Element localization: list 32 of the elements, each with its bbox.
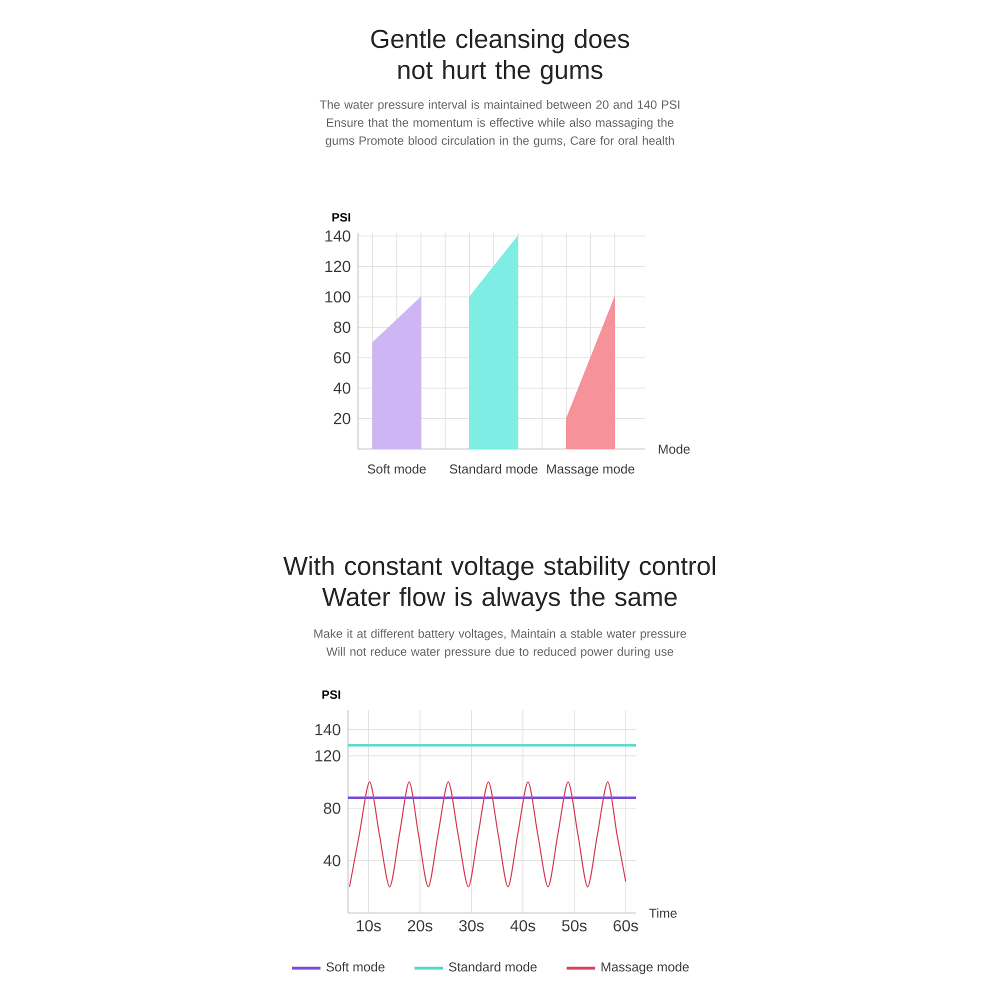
y-axis-title: PSI <box>332 213 350 222</box>
x-tick-label: Soft mode <box>368 464 426 474</box>
legend-label: Soft mode <box>326 962 385 972</box>
y-tick-label: 80 <box>334 322 350 333</box>
x-tick-label: 60s <box>614 920 638 932</box>
y-tick-label: 80 <box>324 802 340 814</box>
chart-title: Gentle cleansing does not hurt the gums <box>371 29 630 84</box>
x-tick-label: 20s <box>408 920 432 932</box>
chart-subtitle: Make it at different battery voltages, Maintain a stable water pressure Will not reduce water pressure due to reduced power during use <box>314 629 686 658</box>
x-tick-label: 40s <box>510 920 536 932</box>
chart-title: With constant voltage stability control Water flow is always the same <box>283 556 715 612</box>
x-tick-label: 30s <box>459 920 484 932</box>
y-tick-label: 140 <box>325 230 350 242</box>
x-tick-label: Standard mode <box>450 464 538 474</box>
legend-label: Standard mode <box>448 962 537 972</box>
x-axis-title: Mode <box>658 444 690 454</box>
y-tick-label: 20 <box>334 412 350 424</box>
x-axis-title: Time <box>649 908 677 918</box>
y-tick-label: 100 <box>325 291 350 303</box>
y-axis-title: PSI <box>322 690 340 699</box>
line-series <box>348 781 626 888</box>
y-tick-label: 40 <box>324 854 340 866</box>
x-tick-label: 50s <box>562 920 587 932</box>
y-tick-label: 40 <box>334 382 350 394</box>
legend-label: Massage mode <box>602 962 689 974</box>
y-tick-label: 140 <box>315 724 340 736</box>
y-tick-label: 120 <box>315 750 340 762</box>
y-tick-label: 120 <box>325 260 350 272</box>
x-tick-label: Massage mode <box>547 464 634 476</box>
y-tick-label: 60 <box>334 352 350 364</box>
chart-subtitle: The water pressure interval is maintained between 20 and 140 PSI Ensure that the momentum is effective while also massaging the gums Promote blood circulation in the gums, Care for oral health <box>320 100 680 148</box>
x-tick-label: 10s <box>356 920 381 932</box>
